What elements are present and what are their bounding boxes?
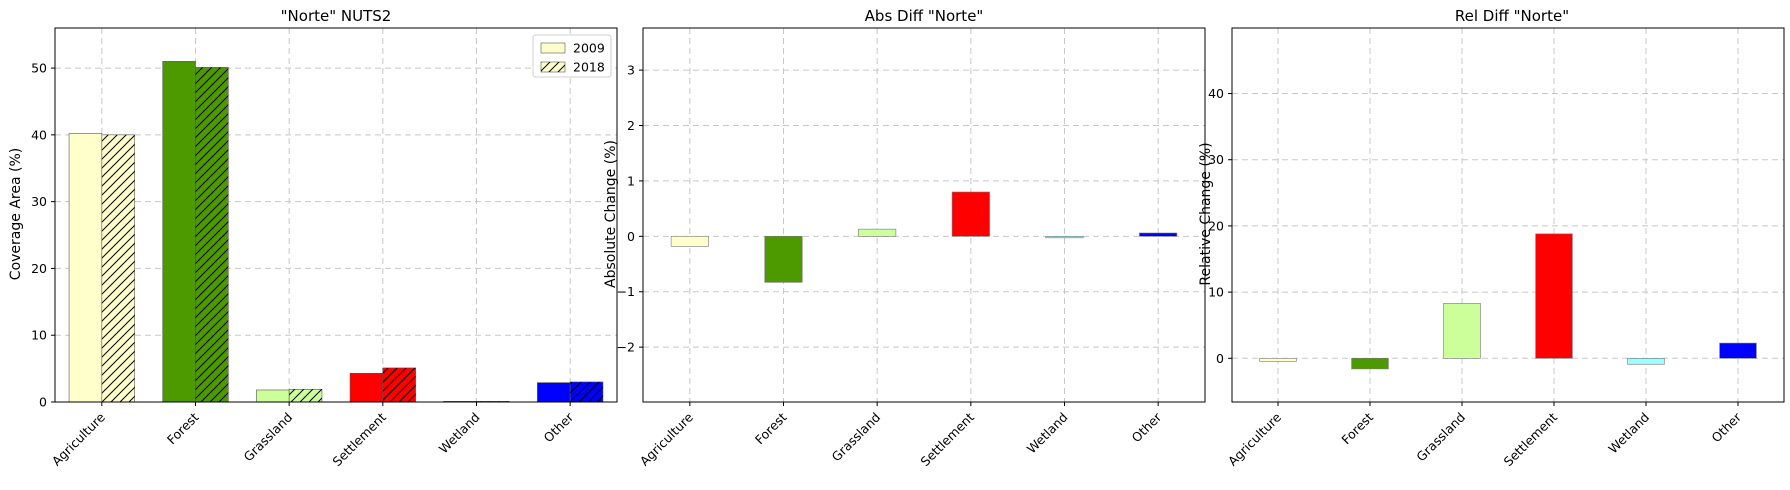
x-tick-label: Other [1129, 409, 1165, 445]
legend-swatch-hatch [541, 62, 565, 72]
bar-forest [764, 236, 803, 283]
bar-2009-forest [162, 61, 196, 403]
x-tick-label: Forest [1338, 409, 1376, 447]
bar-settlement [951, 191, 990, 237]
coverage-chart-panel: 0 10 20 30 40 50 Agriculture Forest Grassland Set… [8, 7, 618, 469]
bar-other [1719, 342, 1757, 359]
x-tick-label: Agriculture [1225, 409, 1284, 468]
bar-hatch [289, 389, 322, 402]
plot-frame [1231, 27, 1785, 403]
y-axis-label: Absolute Change (%) [603, 140, 619, 288]
bar-grassland [858, 228, 897, 237]
bar-other [1139, 232, 1178, 237]
y-axis-label: Coverage Area (%) [8, 148, 24, 280]
y-axis-label: Relative Change (%) [1198, 142, 1214, 285]
x-tick-label: Agriculture [637, 409, 696, 468]
x-tick-label: Settlement [1501, 409, 1561, 469]
y-tick-label: 20 [31, 261, 47, 276]
y-tick-label: 20 [1208, 218, 1224, 233]
bar-hatch [101, 134, 135, 402]
bar-2009-grassland [256, 389, 290, 403]
chart-title: Abs Diff "Norte" [865, 7, 984, 25]
y-tick-label: 1 [627, 173, 635, 188]
legend-label: 2009 [573, 41, 605, 56]
bar-wetland [1045, 236, 1084, 239]
bar-grassland [1443, 303, 1481, 359]
y-tick-label: 3 [627, 63, 635, 78]
y-tick-label: −2 [617, 340, 635, 355]
y-tick-label: 0 [39, 395, 47, 410]
absolute-change-chart-panel: −2 −1 0 1 2 3 Agriculture Forest Grassland Settle… [603, 7, 1206, 469]
bar-2009-agriculture [68, 133, 103, 403]
legend-label: 2018 [573, 60, 605, 75]
y-tick-label: −1 [617, 284, 635, 299]
x-tick-label: Agriculture [49, 409, 108, 468]
x-tick-label: Forest [752, 409, 790, 447]
x-tick-label: Settlement [329, 409, 389, 469]
bar-hatch [570, 381, 603, 402]
x-tick-label: Other [541, 409, 577, 445]
chart-title: Rel Diff "Norte" [1455, 7, 1569, 25]
x-tick-label: Wetland [1605, 410, 1652, 457]
x-tick-label: Grassland [828, 410, 883, 465]
x-tick-label: Forest [164, 409, 202, 447]
bar-settlement [1535, 233, 1573, 359]
chart-title: "Norte" NUTS2 [281, 7, 392, 25]
bar-2009-other [537, 382, 571, 403]
y-tick-label: 10 [1208, 285, 1224, 300]
x-tick-label: Grassland [1413, 410, 1468, 465]
plot-frame [642, 27, 1206, 403]
y-tick-label: 0 [1216, 351, 1224, 366]
x-tick-label: Other [1708, 409, 1744, 445]
x-tick-label: Wetland [1024, 410, 1071, 457]
y-tick-label: 30 [1208, 152, 1224, 167]
y-tick-label: 50 [31, 61, 47, 76]
y-tick-label: 30 [31, 194, 47, 209]
bar-2009-settlement [349, 372, 384, 403]
bar-wetland [1627, 358, 1665, 365]
legend-swatch [540, 42, 566, 54]
y-tick-label: 40 [31, 127, 47, 142]
y-tick-label: 10 [31, 328, 47, 343]
bar-hatch [195, 67, 229, 403]
y-tick-label: 40 [1208, 86, 1224, 101]
x-tick-label: Settlement [917, 409, 977, 469]
plot-frame [54, 27, 618, 403]
bar-agriculture [670, 236, 709, 247]
y-tick-label: 2 [627, 118, 635, 133]
bar-forest [1351, 358, 1389, 370]
x-tick-label: Grassland [240, 410, 295, 465]
y-tick-label: 0 [627, 229, 635, 244]
x-tick-label: Wetland [436, 410, 483, 457]
relative-change-chart-panel: 0 10 20 30 40 Agriculture Forest Grassland Settl… [1198, 7, 1785, 469]
bar-hatch [382, 367, 416, 402]
bar-agriculture [1259, 358, 1297, 362]
